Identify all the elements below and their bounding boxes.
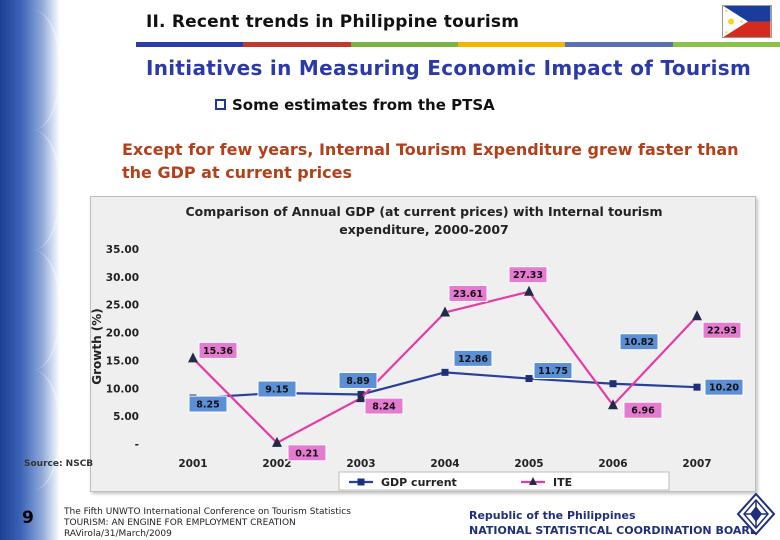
band-ribbon [4,370,62,490]
conference-info: The Fifth UNWTO International Conference… [64,507,351,540]
data-point [188,352,198,363]
data-point [693,383,701,391]
legend-label: ITE [553,476,572,489]
color-bar-segment [136,42,244,47]
legend-marker [529,477,537,485]
band-ribbon [4,250,62,370]
data-label: 10.20 [709,383,739,394]
color-bar-segment [457,42,566,47]
left-decorative-band [0,0,62,540]
org-line: Republic of the Philippines [469,509,636,522]
data-point [608,399,618,410]
data-label-box [188,395,228,413]
y-tick-label: 25.00 [106,300,139,312]
growth-comparison-chart: Comparison of Annual GDP (at current pri… [90,196,756,492]
data-label: 8.24 [372,402,396,413]
data-label: 0.21 [295,448,318,459]
data-point [440,306,450,317]
data-label-box [508,266,548,284]
y-tick-label: 30.00 [106,272,139,284]
data-label-box [257,380,297,398]
data-label-box [619,333,659,351]
x-tick-label: 2007 [682,458,711,470]
y-tick-label: - [135,439,139,451]
y-tick-label: 20.00 [106,328,139,340]
data-label: 12.86 [458,354,488,365]
checkbox-bullet-icon [215,99,226,110]
data-label-box [623,401,663,419]
data-label-box [704,378,744,396]
x-tick-label: 2005 [514,458,543,470]
data-label-box [702,321,742,339]
conference-line: The Fifth UNWTO International Conference… [64,507,351,517]
data-point [524,285,534,296]
data-label-box [364,397,404,415]
y-tick-label: 10.00 [106,383,139,395]
x-tick-label: 2002 [262,458,291,470]
data-label: 27.33 [513,270,543,281]
source-note: Source: NSCB [24,459,94,469]
legend-marker [357,478,365,486]
x-tick-label: 2006 [598,458,627,470]
data-label-box [453,349,493,367]
color-bar-segment [243,42,351,47]
chart-title: Comparison of Annual GDP (at current pri… [185,204,662,219]
band-ribbon [4,10,62,130]
data-label: 23.61 [453,289,483,300]
header-color-bar [136,42,780,47]
slide-subheading: Except for few years, Internal Tourism E… [122,140,739,182]
x-tick-label: 2004 [430,458,459,470]
color-bar-segment [672,42,780,47]
data-label-box [338,371,378,389]
data-label-box [533,362,573,380]
data-point [692,310,702,321]
conference-line: TOURISM: AN ENGINE FOR EMPLOYMENT CREATI… [64,518,296,528]
y-tick-label: 35.00 [106,244,139,256]
section-title: II. Recent trends in Philippine tourism [146,12,520,32]
color-bar-segment [350,42,458,47]
bullet-text: Some estimates from the PTSA [232,96,495,114]
page-number: 9 [22,508,34,528]
organization-info: Republic of the Philippines NATIONAL STA… [469,508,759,538]
data-point [525,375,533,383]
data-label: 15.36 [203,346,233,357]
data-label: 22.93 [707,326,737,337]
chart-title: expenditure, 2000-2007 [339,222,508,237]
data-point [441,368,449,376]
data-point [272,436,282,447]
bullet-item: Some estimates from the PTSA [215,96,495,114]
data-label: 9.15 [265,385,288,396]
y-axis-label: Growth (%) [91,308,104,385]
data-label-box [287,444,327,462]
data-point [356,392,366,403]
data-label-box [198,341,238,359]
x-tick-label: 2003 [346,458,375,470]
y-tick-label: 15.00 [106,355,139,367]
slide-heading: Initiatives in Measuring Economic Impact… [146,56,752,80]
ncsb-logo-icon [736,492,776,536]
legend-box [338,471,670,491]
org-line: NATIONAL STATISTICAL COORDINATION BOARD [469,524,760,537]
chart-canvas: Comparison of Annual GDP (at current pri… [91,204,744,491]
data-label: 6.96 [631,406,655,417]
conference-line: RAVirola/31/March/2009 [64,529,172,539]
band-ribbon [4,130,62,250]
color-bar-segment [565,42,673,47]
data-label: 11.75 [538,366,568,377]
data-label: 8.25 [196,400,219,411]
data-point [609,380,617,388]
legend-label: GDP current [381,476,457,489]
data-label: 10.82 [624,337,654,348]
data-label-box [448,284,488,302]
data-label: 8.89 [346,376,369,387]
philippine-flag-icon [722,5,772,38]
y-tick-label: 5.00 [113,411,139,423]
x-tick-label: 2001 [178,458,207,470]
